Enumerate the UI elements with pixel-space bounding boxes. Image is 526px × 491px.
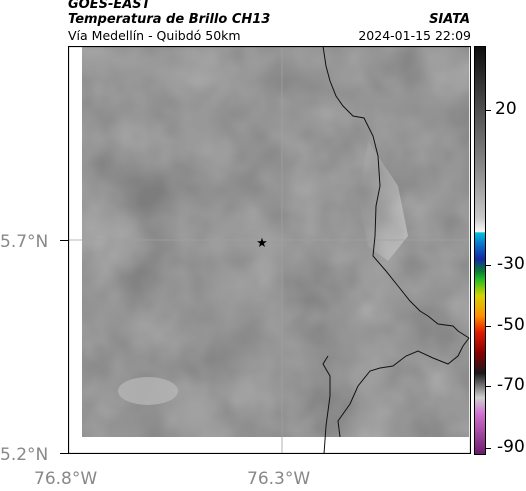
cb-tick-mark-m50 <box>486 326 491 327</box>
cb-label-20: 20 <box>495 99 517 119</box>
y-tick-5-7: 5.7°N <box>0 232 49 252</box>
colorbar-gradient <box>474 46 486 455</box>
y-tick-mark-5-2 <box>60 453 68 454</box>
y-tick-5-2: 5.2°N <box>0 445 49 465</box>
department-boundary-south <box>337 337 470 438</box>
cb-label-m90: -90 <box>497 437 525 457</box>
y-tick-mark-5-7 <box>60 240 68 241</box>
cb-label-m30: -30 <box>497 254 525 274</box>
x-tick-76-8: 76.8°W <box>34 469 98 489</box>
agency-label: SIATA <box>429 12 470 27</box>
cb-tick-mark-m70 <box>486 386 491 387</box>
datetime-label: 2024-01-15 22:09 <box>358 28 471 43</box>
cloud-texture <box>82 46 469 437</box>
bright-patch <box>118 377 178 405</box>
star-icon: ★ <box>256 236 268 251</box>
cb-tick-mark-m30 <box>486 265 491 266</box>
product-title: Temperatura de Brillo CH13 <box>68 12 271 27</box>
cb-tick-mark-20 <box>486 110 491 111</box>
department-boundary-north <box>322 45 470 339</box>
colorbar-svg <box>474 46 486 455</box>
cb-label-m70: -70 <box>497 375 525 395</box>
cb-label-m50: -50 <box>497 315 525 335</box>
map-border <box>67 45 472 455</box>
x-tick-76-3: 76.3°W <box>247 469 311 489</box>
municipal-boundary <box>322 355 331 455</box>
satellite-map[interactable]: ★ <box>67 45 472 455</box>
eastern-slope <box>358 141 408 261</box>
cb-tick-mark-m90 <box>486 448 491 449</box>
colorbar <box>474 46 486 455</box>
region-label: Vía Medellín - Quibdó 50km <box>68 28 241 43</box>
map-svg: ★ <box>67 45 472 455</box>
colorbar-border <box>474 46 486 455</box>
satellite-title: GOES-EAST <box>68 0 151 12</box>
